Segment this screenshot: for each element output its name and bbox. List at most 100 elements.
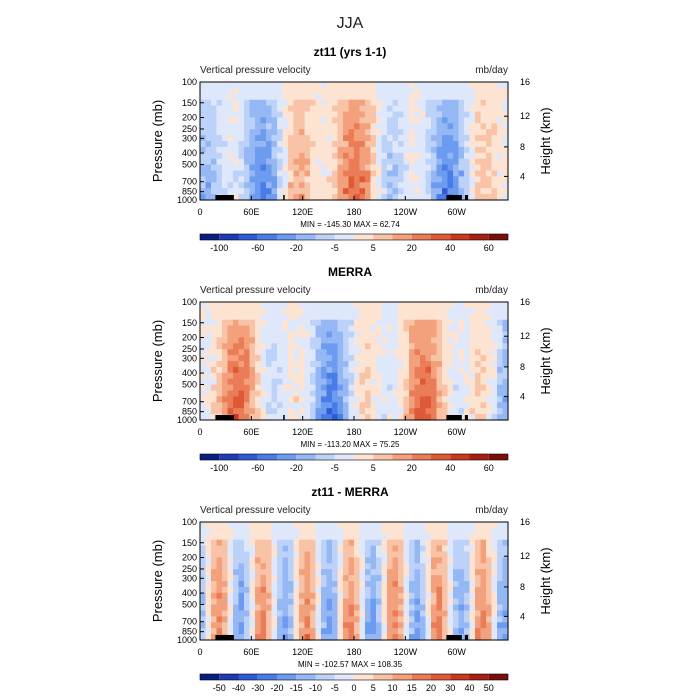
field-cell — [431, 522, 438, 529]
field-cell — [321, 176, 328, 183]
field-cell — [205, 135, 212, 142]
field-cell — [282, 586, 289, 594]
field-cell — [244, 343, 251, 350]
field-cell — [436, 135, 443, 142]
field-cell — [211, 366, 218, 374]
field-cell — [464, 372, 471, 380]
field-cell — [403, 586, 410, 594]
field-cell — [348, 152, 355, 160]
field-cell — [260, 414, 267, 421]
field-cell — [326, 557, 333, 564]
field-cell — [392, 123, 399, 130]
field-cell — [497, 414, 504, 421]
field-cell — [475, 366, 482, 374]
field-cell — [365, 111, 372, 118]
field-cell — [420, 396, 427, 403]
field-cell — [453, 188, 460, 195]
field-cell — [271, 592, 278, 600]
field-cell — [255, 188, 262, 195]
field-cell — [502, 396, 509, 403]
field-cell — [299, 82, 306, 89]
field-cell — [381, 522, 388, 529]
field-cell — [414, 592, 421, 600]
field-cell — [425, 581, 432, 588]
field-cell — [227, 355, 234, 362]
field-cell — [376, 396, 383, 403]
field-cell — [288, 366, 295, 374]
field-cell — [260, 349, 267, 356]
field-cell — [211, 628, 218, 635]
field-cell — [480, 117, 487, 124]
colorbar-swatch — [392, 674, 412, 680]
field-cell — [381, 604, 388, 612]
field-cell — [216, 313, 223, 321]
colorbar-label: -50 — [213, 683, 226, 693]
field-cell — [420, 99, 427, 107]
field-cell — [348, 384, 355, 392]
field-cell — [497, 527, 504, 535]
field-cell — [491, 390, 498, 397]
field-cell — [260, 319, 267, 327]
field-cell — [392, 87, 399, 95]
field-cell — [392, 111, 399, 118]
field-cell — [431, 610, 438, 617]
field-cell — [288, 378, 295, 386]
field-cell — [343, 533, 350, 541]
field-cell — [282, 123, 289, 130]
field-cell — [233, 302, 240, 309]
field-cell — [370, 539, 377, 547]
colorbar-swatch — [238, 234, 258, 240]
field-cell — [409, 158, 416, 166]
field-cell — [310, 586, 317, 594]
field-cell — [436, 396, 443, 403]
field-cell — [326, 349, 333, 356]
field-cell — [299, 93, 306, 101]
field-cell — [249, 604, 256, 612]
field-cell — [211, 87, 218, 95]
field-cell — [376, 82, 383, 89]
field-cell — [359, 372, 366, 380]
field-cell — [310, 604, 317, 612]
field-cell — [469, 141, 476, 148]
field-cell — [293, 622, 300, 629]
field-cell — [381, 622, 388, 629]
field-cell — [222, 82, 229, 89]
field-cell — [464, 182, 471, 189]
field-cell — [337, 188, 344, 195]
field-cell — [447, 390, 454, 397]
field-cell — [453, 551, 460, 558]
field-cell — [266, 372, 273, 380]
field-cell — [414, 99, 421, 107]
field-cell — [392, 563, 399, 570]
field-cell — [304, 522, 311, 529]
field-cell — [299, 610, 306, 617]
field-cell — [392, 349, 399, 356]
field-cell — [365, 93, 372, 101]
field-cell — [200, 349, 207, 356]
field-cell — [425, 634, 432, 641]
y-axis-label: Pressure (mb) — [150, 320, 165, 402]
field-cell — [398, 152, 405, 160]
field-cell — [387, 349, 394, 356]
field-cell — [398, 598, 405, 606]
field-cell — [469, 390, 476, 397]
field-cell — [326, 361, 333, 368]
field-cell — [332, 557, 339, 564]
field-cell — [310, 378, 317, 386]
field-cell — [497, 87, 504, 95]
field-cell — [227, 349, 234, 356]
field-cell — [381, 164, 388, 172]
field-cell — [370, 533, 377, 541]
field-cell — [475, 604, 482, 612]
y2-tick-label: 8 — [520, 142, 525, 152]
field-cell — [310, 158, 317, 166]
field-cell — [348, 99, 355, 107]
field-cell — [469, 592, 476, 600]
field-cell — [447, 146, 454, 154]
field-cell — [238, 539, 245, 547]
field-cell — [348, 414, 355, 421]
field-cell — [497, 598, 504, 606]
field-cell — [497, 408, 504, 415]
field-cell — [392, 581, 399, 588]
